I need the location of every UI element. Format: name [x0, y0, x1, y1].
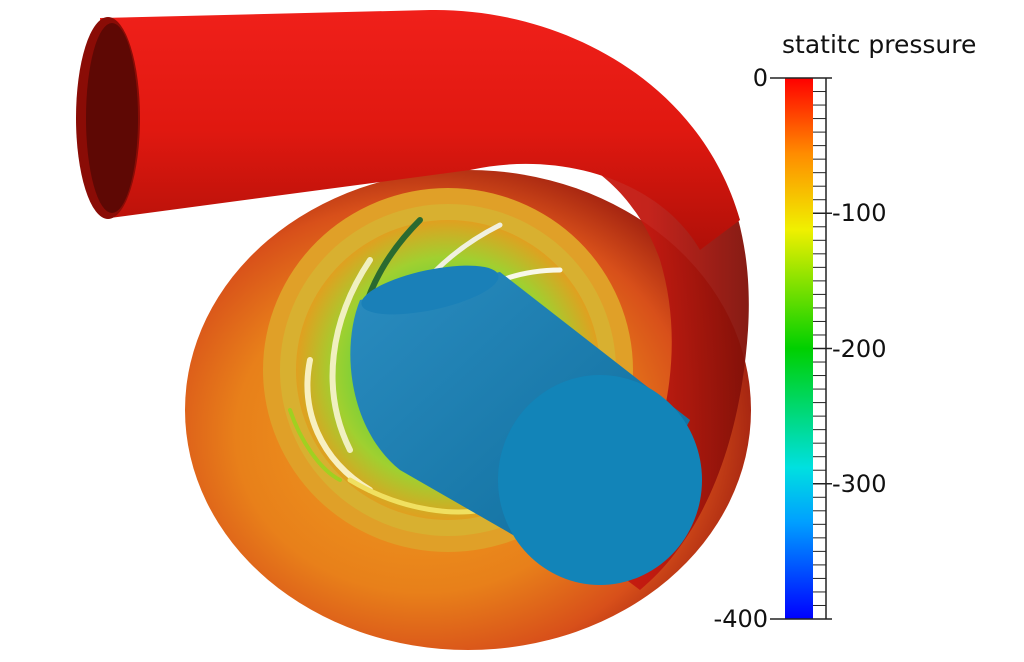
tick-label-minus-200: -200 [832, 334, 887, 363]
tick-label-minus-100: -100 [832, 199, 887, 228]
shaft [350, 265, 702, 585]
shaft-end-cap [498, 375, 702, 585]
inlet-pipe [76, 9, 740, 251]
colorbar [770, 77, 832, 620]
tick-label-0: 0 [752, 64, 768, 92]
tick-label-minus-300: -300 [832, 469, 887, 498]
tick-label-minus-400: -400 [713, 605, 768, 633]
legend-title: statitc pressure [782, 30, 977, 59]
